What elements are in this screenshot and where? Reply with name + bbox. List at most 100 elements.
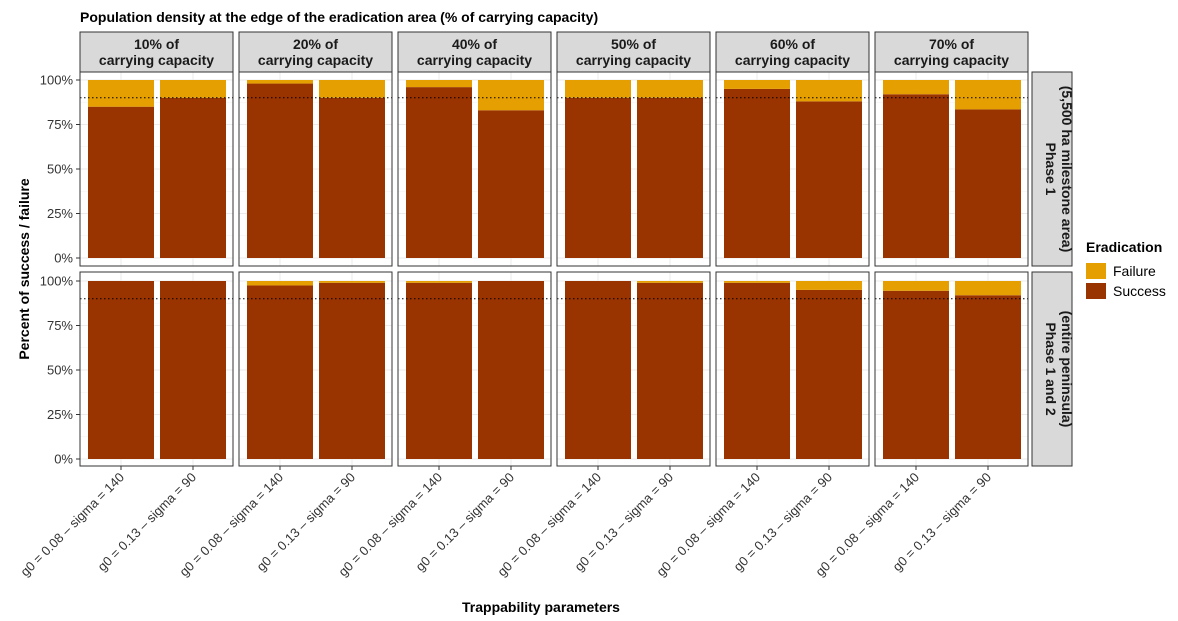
y-tick-label: 25% xyxy=(47,407,73,422)
facet-panel xyxy=(397,271,552,467)
facet-panel xyxy=(397,71,552,267)
y-tick-label: 75% xyxy=(47,318,73,333)
row-strip xyxy=(1031,71,1073,267)
column-strip-label: 70% of xyxy=(929,36,974,52)
panel-border xyxy=(79,271,234,467)
panel-border xyxy=(397,271,552,467)
legend-swatch-success xyxy=(1086,283,1106,299)
bar-success xyxy=(637,282,703,459)
bar-failure xyxy=(247,281,313,286)
column-strip xyxy=(397,31,552,73)
bar-success xyxy=(319,97,385,258)
column-strip-label: carrying capacity xyxy=(735,52,850,68)
panel-border xyxy=(238,71,393,267)
bar-failure xyxy=(478,80,544,111)
bar-success xyxy=(796,101,862,258)
y-tick-label: 25% xyxy=(47,206,73,221)
column-strip-label: carrying capacity xyxy=(417,52,532,68)
bar-success xyxy=(883,290,949,459)
facet-panel xyxy=(715,71,870,267)
y-tick-label: 0% xyxy=(54,251,73,266)
bar-success xyxy=(796,289,862,459)
column-strip-label: carrying capacity xyxy=(894,52,1009,68)
panel-border xyxy=(238,271,393,467)
bar-failure xyxy=(637,80,703,98)
bar-success xyxy=(247,285,313,459)
y-tick-label: 100% xyxy=(40,73,74,88)
bar-failure xyxy=(796,281,862,290)
column-strip xyxy=(238,31,393,73)
bar-success xyxy=(955,295,1021,459)
bar-success xyxy=(406,282,472,459)
bar-success xyxy=(955,109,1021,259)
column-strip-label: 40% of xyxy=(452,36,497,52)
legend-label-success: Success xyxy=(1113,283,1166,299)
bar-success xyxy=(478,110,544,258)
panel-border xyxy=(556,271,711,467)
bar-failure xyxy=(406,80,472,88)
row-strip-label: Phase 1 xyxy=(1043,143,1059,196)
y-axis-title: Percent of success / failure xyxy=(16,178,32,360)
legend-label-failure: Failure xyxy=(1113,263,1156,279)
column-strip xyxy=(874,31,1029,73)
column-strip-label: 20% of xyxy=(293,36,338,52)
facet-panel xyxy=(556,71,711,267)
bar-failure xyxy=(247,80,313,84)
bar-success xyxy=(406,87,472,259)
bar-success xyxy=(247,83,313,258)
legend-swatch-failure xyxy=(1086,263,1106,279)
column-strip-label: 50% of xyxy=(611,36,656,52)
column-strip-label: carrying capacity xyxy=(258,52,373,68)
bar-success xyxy=(565,281,631,459)
column-strip xyxy=(79,31,234,73)
y-tick-label: 50% xyxy=(47,363,73,378)
bar-failure xyxy=(883,80,949,95)
column-strip-label: carrying capacity xyxy=(99,52,214,68)
bar-success xyxy=(160,281,226,459)
bar-failure xyxy=(406,281,472,283)
column-strip-label: 60% of xyxy=(770,36,815,52)
row-strip-label: (entire peninsula) xyxy=(1059,311,1075,428)
bar-failure xyxy=(160,80,226,98)
bar-success xyxy=(478,281,544,459)
y-tick-label: 0% xyxy=(54,452,73,467)
column-strip xyxy=(556,31,711,73)
bar-failure xyxy=(724,281,790,283)
bar-success xyxy=(88,106,154,258)
y-tick-label: 75% xyxy=(47,117,73,132)
facet-panel xyxy=(874,71,1029,267)
panel-border xyxy=(874,71,1029,267)
bar-failure xyxy=(796,80,862,102)
facet-panel xyxy=(238,71,393,267)
facet-panel xyxy=(874,271,1029,467)
bar-success xyxy=(565,97,631,258)
column-strip-label: carrying capacity xyxy=(576,52,691,68)
legend: Eradication Failure Success xyxy=(1086,239,1166,299)
bar-failure xyxy=(637,281,703,283)
panel-border xyxy=(715,71,870,267)
y-tick-label: 50% xyxy=(47,162,73,177)
bar-failure xyxy=(883,281,949,291)
facet-panel xyxy=(79,271,234,467)
row-strip-label: (5,500 ha milestone area) xyxy=(1059,86,1075,253)
bar-success xyxy=(88,281,154,459)
row-strip xyxy=(1031,271,1073,467)
facet-panel xyxy=(79,71,234,267)
bar-failure xyxy=(955,281,1021,296)
bar-failure xyxy=(319,80,385,98)
bar-success xyxy=(883,94,949,259)
panel-border xyxy=(556,71,711,267)
facet-panel xyxy=(715,271,870,467)
panel-border xyxy=(79,71,234,267)
bar-success xyxy=(637,97,703,258)
bar-failure xyxy=(565,80,631,98)
bar-failure xyxy=(88,80,154,107)
column-strip-label: 10% of xyxy=(134,36,179,52)
panel-border xyxy=(874,271,1029,467)
panel-border xyxy=(715,271,870,467)
panel-border xyxy=(397,71,552,267)
x-axis-title: Trappability parameters xyxy=(462,599,620,615)
y-tick-label: 100% xyxy=(40,274,74,289)
